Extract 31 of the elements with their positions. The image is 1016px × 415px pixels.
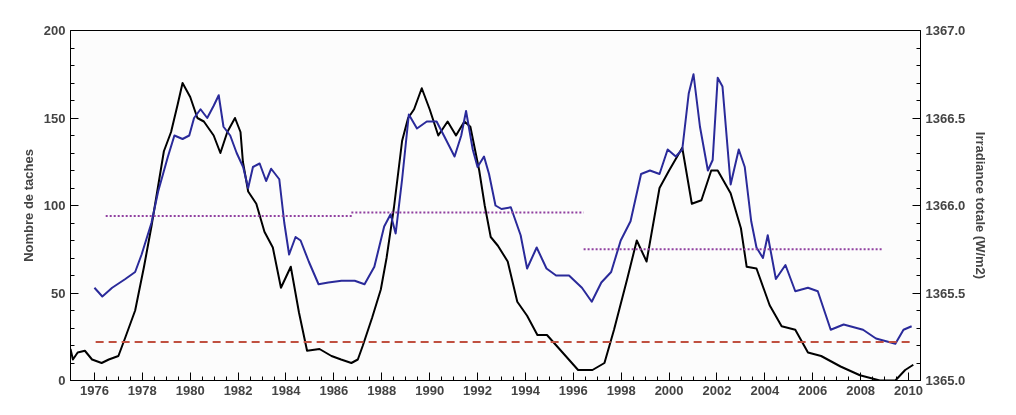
y2-tick-label: 1366.0	[925, 198, 966, 213]
y-tick-label: 0	[58, 373, 66, 388]
y-tick-label: 200	[43, 23, 66, 38]
x-tick-label: 2002	[702, 382, 732, 398]
y-tick-label: 100	[43, 198, 66, 213]
x-tick-label: 1986	[319, 382, 349, 398]
x-tick-label: 2004	[750, 382, 781, 398]
y2-tick-label: 1366.5	[925, 110, 966, 126]
y-tick-label: 150	[43, 110, 66, 126]
x-tick-label: 2006	[798, 382, 828, 398]
x-tick-label: 1992	[463, 382, 492, 398]
x-tick-label: 1978	[127, 382, 157, 398]
x-tick-label: 1996	[558, 382, 588, 398]
x-tick-label: 1984	[271, 382, 302, 398]
y-tick-label: 50	[51, 285, 66, 301]
x-tick-label: 1976	[79, 382, 109, 398]
y2-tick-label: 1365.0	[925, 373, 966, 388]
x-tick-label: 1998	[606, 382, 636, 398]
y2-tick-label: 1365.5	[925, 285, 966, 301]
x-tick-label: 1982	[223, 382, 253, 398]
x-tick-label: 2008	[846, 382, 876, 398]
line-series	[93, 73, 913, 345]
y2-axis-title: Irradiance totale (W/m2)	[973, 131, 989, 280]
y-axis-title: Nombre de taches	[20, 149, 36, 262]
x-tick-label: 2000	[654, 382, 684, 398]
x-tick-label: 1980	[175, 382, 205, 398]
x-tick-label: 1988	[367, 382, 397, 398]
y2-tick-label: 1367.0	[925, 23, 966, 38]
x-tick-label: 1990	[415, 382, 445, 398]
x-tick-label: 2010	[894, 382, 923, 398]
x-tick-label: 1994	[510, 382, 541, 398]
